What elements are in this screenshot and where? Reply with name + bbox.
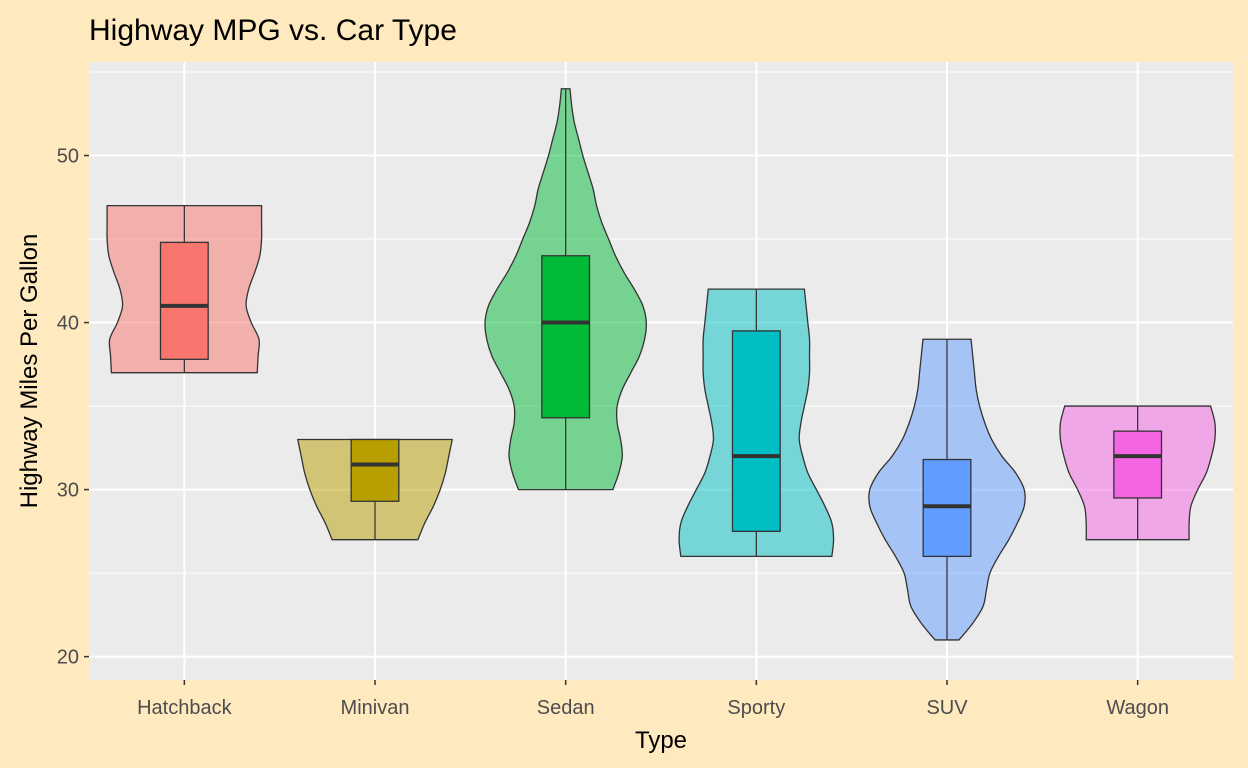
plot-panel <box>89 62 1233 680</box>
x-tick-label: Sporty <box>727 697 785 719</box>
box <box>541 255 591 419</box>
box <box>159 241 209 360</box>
y-axis-title: Highway Miles Per Gallon <box>16 234 43 509</box>
y-tick-label: 40 <box>57 313 79 335</box>
box <box>350 438 400 502</box>
violin-group <box>484 88 648 491</box>
y-tick-label: 20 <box>57 647 79 669</box>
x-tick-label: Hatchback <box>137 697 232 719</box>
box <box>731 330 781 532</box>
violin-group <box>868 338 1026 641</box>
violin-group <box>296 438 454 541</box>
y-tick-label: 50 <box>57 146 79 168</box>
box <box>1113 430 1163 499</box>
x-tick-label: Wagon <box>1106 697 1169 719</box>
x-tick-label: SUV <box>926 697 968 719</box>
violin-group <box>678 288 835 558</box>
x-tick-label: Sedan <box>537 697 595 719</box>
y-tick-label: 30 <box>57 480 79 502</box>
chart-title: Highway MPG vs. Car Type <box>89 14 457 47</box>
violin-group <box>106 204 263 374</box>
x-tick-label: Minivan <box>341 697 410 719</box>
x-axis-title: Type <box>635 727 687 754</box>
violin-group <box>1059 405 1217 541</box>
